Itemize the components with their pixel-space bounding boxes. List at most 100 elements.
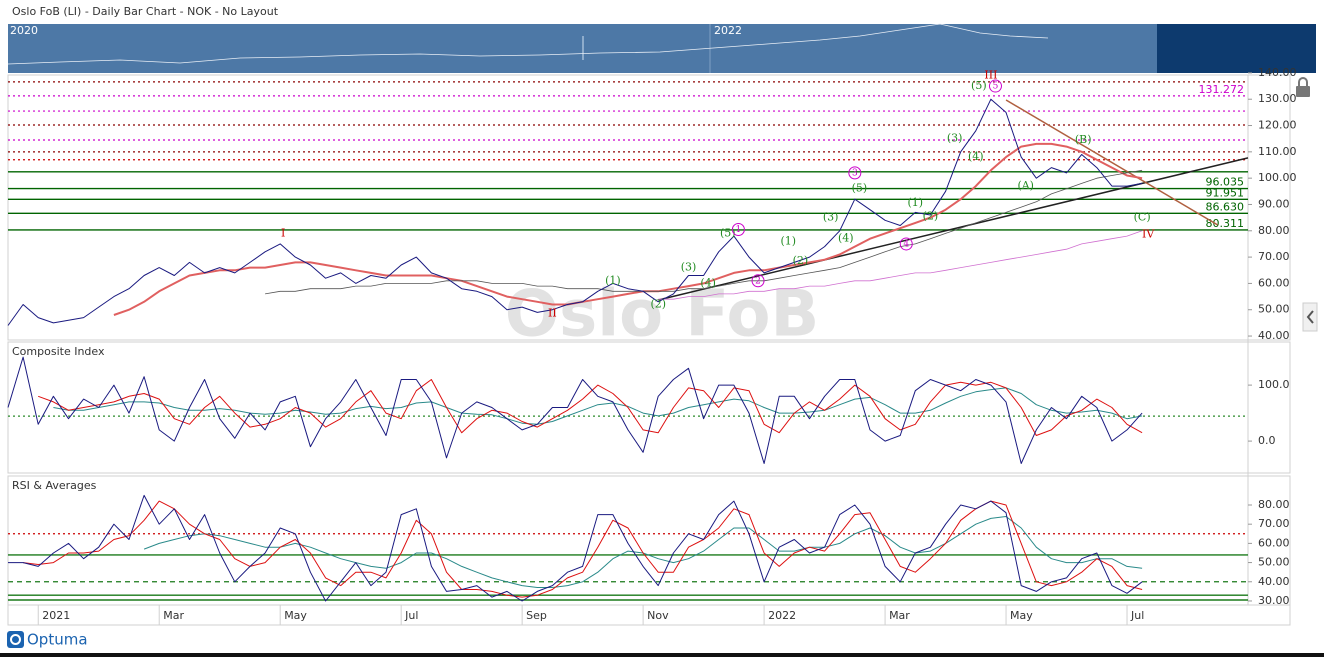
wave-label: (1) bbox=[908, 196, 924, 209]
lock-icon bbox=[1296, 86, 1310, 97]
navigator-label: 2022 bbox=[714, 24, 742, 37]
series-line bbox=[7, 356, 1143, 464]
level-label: 91.951 bbox=[1206, 186, 1245, 199]
y-tick-label: 0.0 bbox=[1258, 434, 1276, 447]
x-tick-label: 2022 bbox=[768, 609, 796, 622]
y-tick-label: 100.00 bbox=[1258, 171, 1297, 184]
wave-circle bbox=[988, 79, 1002, 93]
y-tick-label: 140.00 bbox=[1258, 66, 1297, 79]
series-line bbox=[23, 500, 1143, 598]
lock-icon bbox=[1298, 77, 1308, 86]
wave-label: 2 bbox=[755, 276, 761, 286]
wave-label: (B) bbox=[1075, 133, 1092, 146]
x-tick-label: May bbox=[1010, 609, 1033, 622]
x-axis bbox=[7, 604, 1291, 626]
series-line bbox=[658, 230, 1143, 300]
series-line bbox=[8, 494, 1143, 602]
wave-circle bbox=[731, 222, 745, 236]
y-tick-label: 50.00 bbox=[1258, 556, 1290, 569]
y-tick-label: 90.00 bbox=[1258, 197, 1290, 210]
wave-label: (3) bbox=[823, 211, 839, 224]
brand: Optuma bbox=[27, 631, 88, 649]
level-label: 86.630 bbox=[1206, 200, 1245, 213]
y-tick-label: 70.00 bbox=[1258, 517, 1290, 530]
y-tick-label: 130.00 bbox=[1258, 92, 1297, 105]
wave-circle bbox=[899, 237, 913, 251]
wave-circle bbox=[751, 274, 765, 288]
x-tick-label: Mar bbox=[889, 609, 910, 622]
panel-title: Composite Index bbox=[12, 345, 105, 358]
y-tick-label: 100.0 bbox=[1258, 378, 1290, 391]
y-tick-label: 60.00 bbox=[1258, 276, 1290, 289]
x-tick-label: Mar bbox=[163, 609, 184, 622]
y-tick-label: 120.00 bbox=[1258, 119, 1297, 132]
collapse-icon bbox=[1306, 310, 1314, 324]
y-tick-label: 80.00 bbox=[1258, 498, 1290, 511]
rsi-panel bbox=[7, 475, 1291, 606]
wave-label: (4) bbox=[838, 232, 854, 245]
navigator-window[interactable] bbox=[1157, 24, 1316, 73]
wave-label: (5) bbox=[852, 182, 868, 195]
series-line bbox=[143, 516, 1143, 588]
logo-icon bbox=[10, 634, 21, 645]
composite-panel bbox=[7, 341, 1291, 474]
level-label: 131.272 bbox=[1199, 83, 1245, 96]
collapse-button[interactable] bbox=[1302, 302, 1318, 332]
wave-circle bbox=[848, 166, 862, 180]
series-line bbox=[38, 379, 1143, 436]
y-tick-label: 80.00 bbox=[1258, 224, 1290, 237]
wave-label: 3 bbox=[852, 168, 858, 178]
x-tick-label: 2021 bbox=[42, 609, 70, 622]
y-tick-label: 70.00 bbox=[1258, 250, 1290, 263]
wave-label: II bbox=[548, 307, 557, 320]
wave-label: IV bbox=[1142, 228, 1155, 241]
x-tick-label: Jul bbox=[404, 609, 418, 622]
wave-label: III bbox=[984, 69, 997, 82]
logo-icon bbox=[7, 631, 24, 648]
level-label: 80.311 bbox=[1206, 217, 1245, 230]
wave-label: (5) bbox=[720, 226, 736, 239]
level-label: 96.035 bbox=[1206, 176, 1245, 189]
y-tick-label: 50.00 bbox=[1258, 303, 1290, 316]
x-tick-label: Jul bbox=[1130, 609, 1144, 622]
x-tick-label: May bbox=[284, 609, 307, 622]
wave-label: 4 bbox=[903, 239, 909, 249]
navigator-label: 2020 bbox=[10, 24, 38, 37]
wave-label: (1) bbox=[780, 234, 796, 247]
y-tick-label: 30.00 bbox=[1258, 594, 1290, 607]
wave-label: 5 bbox=[993, 82, 999, 92]
wave-label: (3) bbox=[681, 261, 697, 274]
plot: 2021 Mar May Jul Sep Nov 2022 Mar May Jul40.0050.… bbox=[7, 66, 1297, 625]
navigator-line bbox=[7, 23, 1049, 65]
wave-label: (4) bbox=[968, 150, 984, 163]
y-tick-label: 110.00 bbox=[1258, 145, 1297, 158]
bottom-bar bbox=[0, 653, 1324, 657]
wave-label: (4) bbox=[700, 276, 716, 289]
trendline bbox=[1005, 99, 1219, 226]
y-tick-label: 40.00 bbox=[1258, 575, 1290, 588]
wave-label: (C) bbox=[1134, 211, 1151, 224]
wave-label: (2) bbox=[650, 297, 666, 310]
chart-title: Oslo FoB (LI) - Daily Bar Chart - NOK - … bbox=[12, 5, 279, 18]
wave-label: (1) bbox=[605, 274, 621, 287]
series-line bbox=[53, 387, 1143, 425]
series-line bbox=[7, 98, 1143, 326]
y-tick-label: 40.00 bbox=[1258, 329, 1290, 342]
wave-label: (3) bbox=[947, 132, 963, 145]
price-panel bbox=[7, 74, 1291, 341]
wave-label: (2) bbox=[793, 254, 809, 267]
x-tick-label: Nov bbox=[647, 609, 669, 622]
x-tick-label: Sep bbox=[526, 609, 547, 622]
wave-label: I bbox=[281, 226, 285, 239]
y-tick-label: 60.00 bbox=[1258, 536, 1290, 549]
series-line bbox=[113, 142, 1143, 316]
wave-label: (5) bbox=[971, 79, 987, 92]
wave-label: (A) bbox=[1017, 179, 1034, 192]
series-line bbox=[265, 169, 1143, 295]
wave-label: (2) bbox=[923, 209, 939, 222]
trendline bbox=[658, 157, 1249, 301]
wave-label: 1 bbox=[736, 225, 742, 235]
panel-title: RSI & Averages bbox=[12, 479, 97, 492]
